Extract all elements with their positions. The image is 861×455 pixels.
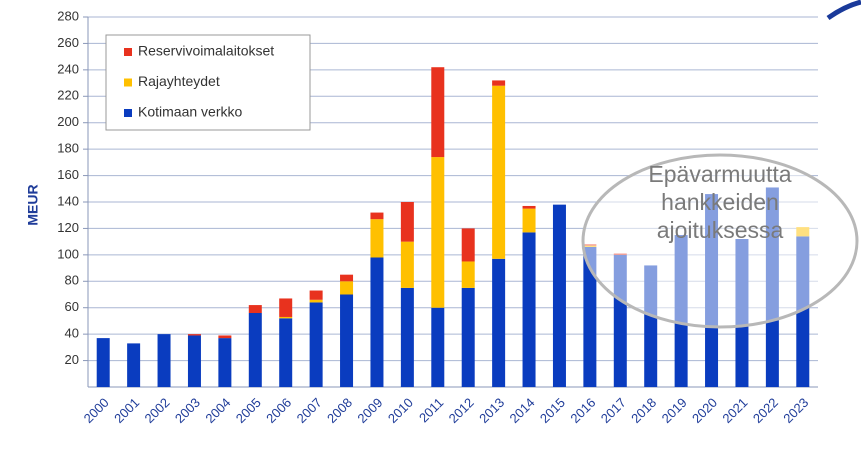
x-tick-label: 2021 bbox=[719, 395, 750, 426]
x-tick-label: 2020 bbox=[689, 395, 720, 426]
bar-segment bbox=[431, 157, 445, 308]
bar-segment bbox=[492, 258, 506, 387]
legend-box bbox=[105, 34, 311, 131]
bar-segment bbox=[279, 318, 293, 387]
y-tick-label: 20 bbox=[65, 352, 79, 367]
x-tick-label: 2002 bbox=[142, 395, 173, 426]
bar-segment bbox=[340, 281, 354, 295]
bar-segment bbox=[309, 299, 323, 303]
bar-segment bbox=[522, 205, 536, 209]
bar-segment bbox=[583, 246, 597, 387]
x-tick-label: 2010 bbox=[385, 395, 416, 426]
legend-swatch bbox=[124, 78, 132, 87]
bar-segment bbox=[309, 302, 323, 387]
bar-segment bbox=[522, 208, 536, 233]
bar-segment bbox=[461, 261, 475, 288]
bar-segment bbox=[400, 287, 414, 387]
x-tick-label: 2000 bbox=[81, 395, 112, 426]
x-tick-label: 2006 bbox=[263, 395, 294, 426]
bar-segment bbox=[157, 334, 171, 387]
x-tick-label: 2009 bbox=[354, 395, 385, 426]
y-tick-label: 200 bbox=[57, 114, 79, 129]
x-tick-label: 2017 bbox=[598, 395, 629, 426]
x-tick-label: 2013 bbox=[476, 395, 507, 426]
bar-segment bbox=[127, 343, 141, 387]
x-tick-label: 2005 bbox=[233, 395, 264, 426]
y-tick-label: 160 bbox=[57, 167, 79, 182]
legend-swatch bbox=[124, 109, 132, 117]
x-tick-label: 2001 bbox=[111, 395, 142, 426]
x-tick-label: 2007 bbox=[294, 395, 325, 426]
bar-segment bbox=[279, 316, 293, 319]
x-tick-label: 2012 bbox=[446, 395, 477, 426]
annotation-text: ajoituksessa bbox=[657, 217, 784, 243]
y-tick-label: 40 bbox=[65, 326, 79, 341]
bar-segment bbox=[461, 228, 475, 262]
bar-segment bbox=[370, 257, 384, 387]
annotation-ellipse bbox=[581, 153, 859, 329]
bar-segment bbox=[461, 287, 475, 387]
y-tick-label: 280 bbox=[57, 8, 79, 23]
y-axis-label: MEUR bbox=[25, 184, 41, 225]
y-tick-label: 100 bbox=[57, 246, 79, 261]
y-tick-label: 220 bbox=[57, 88, 79, 103]
bar-segment bbox=[218, 338, 232, 387]
legend-label: Rajayhteydet bbox=[138, 73, 220, 89]
bar-segment bbox=[431, 67, 445, 158]
bar-segment bbox=[218, 335, 232, 339]
bar-segment bbox=[400, 202, 414, 242]
x-tick-label: 2022 bbox=[750, 395, 781, 426]
x-tick-label: 2003 bbox=[172, 395, 203, 426]
decoration-arc bbox=[826, 0, 861, 21]
bar-segment bbox=[96, 338, 110, 387]
bar-segment bbox=[431, 307, 445, 387]
y-tick-label: 240 bbox=[57, 61, 79, 76]
y-tick-label: 60 bbox=[65, 299, 79, 314]
bar-segment bbox=[187, 334, 201, 336]
bar-segment bbox=[400, 241, 414, 288]
y-tick-label: 80 bbox=[65, 273, 79, 288]
x-tick-label: 2018 bbox=[628, 395, 659, 426]
bar-segment bbox=[309, 290, 323, 300]
bar-segment bbox=[370, 212, 384, 220]
x-tick-label: 2019 bbox=[659, 395, 690, 426]
bar-segment bbox=[370, 219, 384, 258]
x-tick-label: 2015 bbox=[537, 395, 568, 426]
y-tick-label: 140 bbox=[57, 193, 79, 208]
legend-swatch bbox=[124, 48, 132, 56]
bar-segment bbox=[340, 294, 354, 387]
x-tick-label: 2016 bbox=[567, 395, 598, 426]
legend-label: Reservivoimalaitokset bbox=[138, 43, 274, 59]
bar-segment bbox=[340, 274, 354, 282]
bar-segment bbox=[552, 204, 566, 387]
bar-segment bbox=[187, 335, 201, 387]
x-tick-label: 2008 bbox=[324, 395, 355, 426]
x-tick-label: 2004 bbox=[202, 395, 233, 426]
bar-segment bbox=[492, 85, 506, 259]
bar-segment bbox=[248, 313, 262, 387]
x-tick-label: 2023 bbox=[780, 395, 811, 426]
bar-segment bbox=[522, 232, 536, 387]
y-tick-label: 180 bbox=[57, 141, 79, 156]
annotation-text: Epävarmuutta bbox=[648, 161, 791, 187]
x-tick-label: 2014 bbox=[507, 395, 538, 426]
bar-segment bbox=[492, 80, 506, 86]
annotation-text: hankkeiden bbox=[661, 189, 779, 215]
x-tick-label: 2011 bbox=[416, 395, 446, 425]
y-tick-label: 120 bbox=[57, 220, 79, 235]
bar-segment bbox=[279, 298, 293, 317]
y-tick-label: 260 bbox=[57, 35, 79, 50]
legend-label: Kotimaan verkko bbox=[138, 104, 242, 120]
bar-segment bbox=[248, 305, 262, 313]
